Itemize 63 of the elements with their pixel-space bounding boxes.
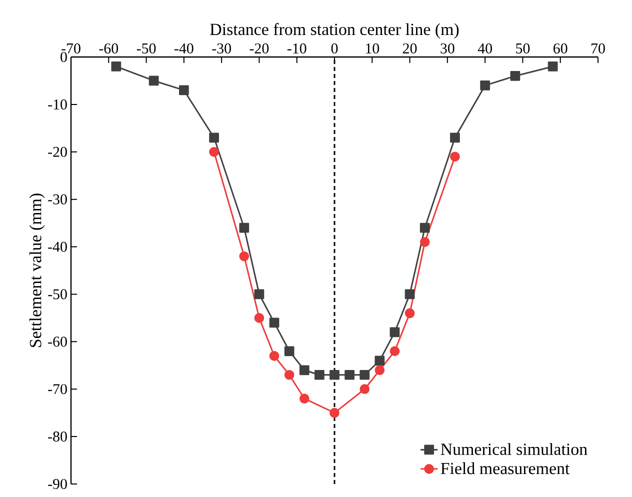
legend-label: Numerical simulation: [440, 443, 588, 455]
point: [209, 146, 219, 157]
point: [548, 62, 558, 72]
point: [510, 71, 520, 81]
point: [284, 346, 294, 356]
x-tick-label: 50: [516, 43, 530, 54]
point: [390, 327, 400, 338]
point: [299, 394, 310, 404]
x-tick-label: 40: [478, 43, 492, 54]
y-tick-label: 0: [60, 52, 67, 62]
point: [254, 289, 264, 300]
y-tick-label: -30: [48, 194, 67, 204]
point: [148, 76, 159, 86]
x-tick-label: 10: [366, 43, 380, 54]
point: [239, 251, 250, 262]
point: [284, 370, 294, 380]
legend-label: Field measurement: [440, 462, 570, 474]
y-tick-label: -70: [48, 384, 67, 394]
point: [209, 132, 219, 143]
point: [480, 80, 490, 90]
point: [420, 222, 430, 233]
point: [420, 237, 430, 247]
x-tick-label: 70: [592, 43, 605, 54]
x-tick-label: -10: [287, 43, 306, 54]
point: [314, 370, 324, 380]
point: [374, 356, 385, 366]
x-tick-label: -20: [250, 43, 269, 54]
point: [344, 370, 354, 380]
point: [330, 370, 340, 380]
y-tick-label: -10: [48, 99, 67, 110]
x-tick-label: -30: [212, 43, 231, 54]
point: [360, 370, 370, 380]
point: [269, 350, 280, 361]
point: [269, 318, 280, 328]
y-tick-label: -40: [48, 242, 67, 252]
y-tick-label: -90: [48, 478, 67, 490]
point: [178, 85, 189, 96]
x-tick-label: 0: [331, 43, 338, 54]
point: [450, 132, 460, 143]
y-tick-label: -50: [48, 289, 67, 300]
x-tick-label: -70: [62, 43, 80, 54]
point: [374, 365, 385, 376]
point: [450, 152, 460, 162]
y-tick-label: -60: [48, 336, 67, 347]
x-tick-label: -60: [99, 43, 118, 54]
x-tick-label: -40: [174, 43, 194, 54]
x-tick-label: 60: [554, 43, 568, 54]
y-axis-title: Settlement value (mm): [29, 194, 45, 347]
y-tick-label: -20: [48, 146, 67, 157]
point: [404, 308, 415, 318]
point: [390, 346, 400, 356]
y-tick-label: -80: [48, 432, 67, 442]
point: [330, 408, 340, 418]
point: [360, 384, 370, 394]
point: [299, 365, 310, 376]
point: [404, 289, 415, 300]
point: [239, 222, 250, 233]
x-tick-label: 20: [402, 43, 417, 54]
x-tick-label: -50: [136, 43, 156, 54]
x-tick-label: 30: [440, 43, 454, 54]
x-axis-title: Distance from station center line (m): [210, 23, 459, 39]
point: [111, 62, 122, 72]
point: [254, 313, 264, 323]
